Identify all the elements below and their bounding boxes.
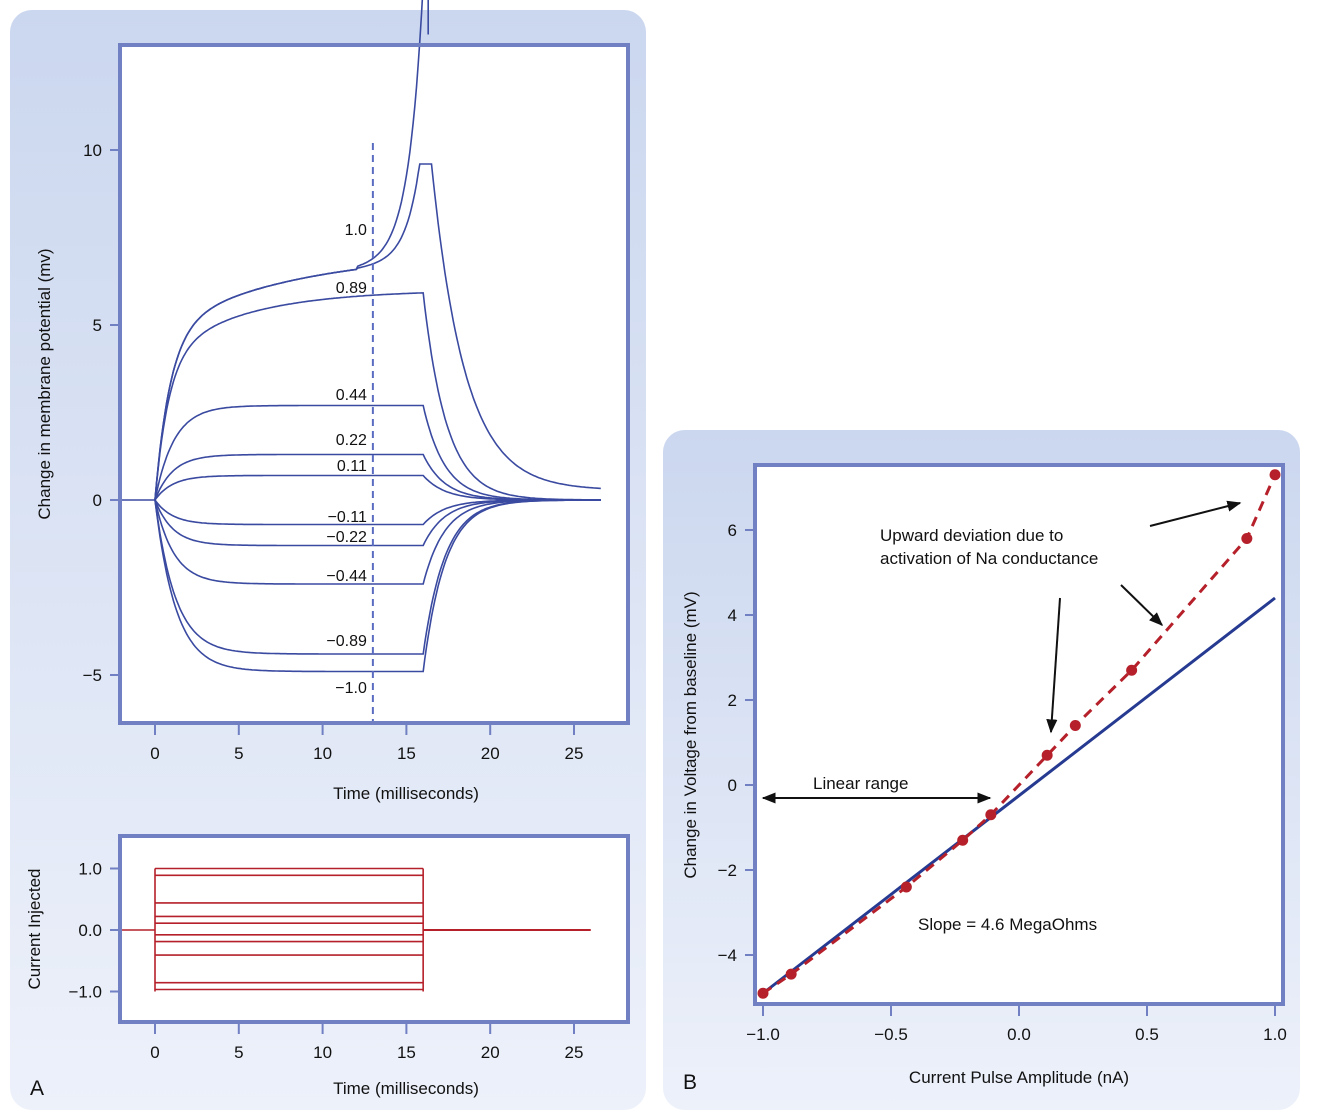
x-tick-label: 10 [313,744,332,763]
plot-area [120,45,628,723]
x-axis-title: Time (milliseconds) [333,784,479,803]
x-tick-label: 20 [481,1043,500,1062]
data-dashed-curve [762,474,1277,995]
x-tick-label: 0 [150,1043,159,1062]
x-tick-label: 5 [234,744,243,763]
y-tick-label: 0.0 [78,921,102,940]
panel-letter-a: A [30,1077,44,1100]
trace-label: −1.0 [335,680,367,697]
x-tick-label: 25 [565,1043,584,1062]
y-tick-label: −4 [718,946,737,965]
panel-b: Upward deviation due to activation of Na… [663,430,1300,1110]
y-tick-label: −2 [718,861,737,880]
trace-label: 0.89 [336,280,367,297]
membrane-potential-plot: 1.0 0.89 0.44 0.22 0.11 −0.11 −0.22 −0.44 −0.89 −… [35,0,630,803]
trace-group [121,0,601,673]
y-tick-label: 2 [728,691,737,710]
panel-letter-b: B [683,1071,697,1094]
data-point [1069,720,1081,731]
y-axis: 10 5 0 −5 [83,141,120,685]
data-point [1126,664,1138,676]
data-point [785,968,797,980]
data-point [1269,469,1281,481]
y-axis-title: Current Injected [25,869,44,990]
trace-0.89-hump [154,163,601,501]
trace-label: 0.44 [336,387,367,404]
arrow-to-dashed-curve [1120,584,1164,626]
plot-area [755,465,1283,1004]
y-tick-label: 6 [728,521,737,540]
trace--1.0 [154,499,601,673]
x-tick-label: 5 [234,1043,243,1062]
trace-label: −0.89 [326,633,367,650]
iv-plot: Upward deviation due to activation of Na… [681,463,1287,1087]
x-tick-label: 0.5 [1135,1025,1159,1044]
annotation-slope: Slope = 4.6 MegaOhms [918,915,1097,934]
data-point [1041,749,1053,761]
panel-a: 1.0 0.89 0.44 0.22 0.11 −0.11 −0.22 −0.44 −0.89 −… [10,0,646,1110]
data-point [957,834,969,846]
data-point [1241,533,1253,544]
y-tick-label: 0 [93,491,102,510]
x-axis: 0 5 10 15 20 25 [150,1022,583,1062]
x-tick-label: 20 [481,744,500,763]
y-tick-label: 10 [83,141,102,160]
x-tick-label: −0.5 [874,1025,908,1044]
trace-label-group: 1.0 0.89 0.44 0.22 0.11 −0.11 −0.22 −0.44 −0.89 −… [326,222,367,697]
annotation-linear-range: Linear range [813,774,908,793]
y-tick-label: 0 [728,776,737,795]
annotation-upward-line1: Upward deviation due to [880,526,1063,545]
x-tick-label: 25 [565,744,584,763]
linear-fit-line [762,596,1276,995]
plot-frame [118,43,630,725]
current-step-group [121,867,591,992]
trace-label: −0.22 [326,529,367,546]
y-axis: 6 4 2 0 −2 −4 [718,521,755,965]
x-axis-title: Time (milliseconds) [333,1079,479,1098]
y-tick-label: 5 [93,316,102,335]
x-tick-label: 15 [397,744,416,763]
x-tick-label: 15 [397,1043,416,1062]
x-tick-label: 10 [313,1043,332,1062]
x-tick-label: 0.0 [1007,1025,1031,1044]
x-tick-label: −1.0 [746,1025,780,1044]
x-tick-label: 0 [150,744,159,763]
trace-label: 0.11 [337,458,367,475]
arrow-to-top-points [1149,500,1242,527]
trace-label: −0.44 [326,568,367,585]
x-tick-label: 1.0 [1263,1025,1287,1044]
data-point [757,987,769,999]
y-tick-label: 1.0 [78,860,102,879]
x-axis-title: Current Pulse Amplitude (nA) [909,1068,1129,1087]
data-point [985,809,997,821]
trace-label: 1.0 [345,222,367,239]
y-tick-label: 4 [728,606,737,625]
annotation-upward-line2: activation of Na conductance [880,549,1098,568]
x-axis: 0 5 10 15 20 25 [150,723,583,763]
y-axis-title: Change in membrane potential (mv) [35,248,54,519]
trace-0.89 [154,292,601,501]
trace-label: 0.22 [336,432,367,449]
trace-label: −0.11 [328,509,367,526]
data-point-group [757,469,1281,999]
y-tick-label: −5 [83,666,102,685]
y-axis-title: Change in Voltage from baseline (mV) [681,591,700,878]
y-tick-label: −1.0 [68,983,102,1002]
y-axis: 1.0 0.0 −1.0 [68,860,120,1002]
x-axis: −1.0 −0.5 0.0 0.5 1.0 [746,1004,1287,1044]
current-injected-plot: 1.0 0.0 −1.0 0 5 10 15 20 25 Time (milliseconds… [25,834,630,1098]
data-point [900,881,912,893]
arrow-to-first-deviation [1046,597,1061,734]
